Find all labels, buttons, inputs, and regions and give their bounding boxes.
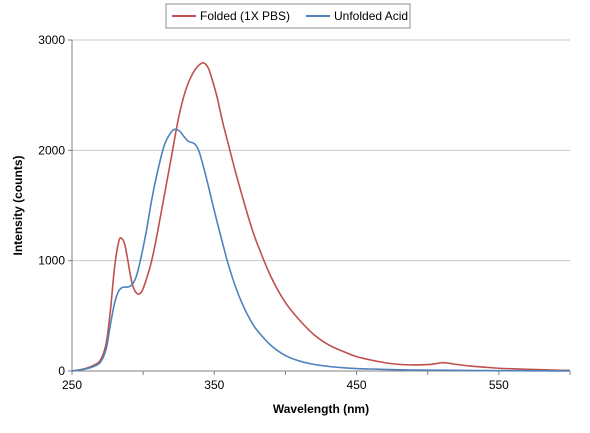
series-line-1 [71,128,571,372]
y-tick-label: 0 [58,364,65,378]
x-axis-label: Wavelength (nm) [273,402,369,416]
x-tick-label: 450 [347,378,367,392]
legend-label-0: Folded (1X PBS) [200,9,290,23]
x-tick-label: 250 [62,378,82,392]
series-lines [71,61,571,372]
x-tick-label: 550 [489,378,509,392]
y-tick-label: 2000 [38,143,65,157]
legend-label-1: Unfolded Acid [334,9,408,23]
legend: Folded (1X PBS) Unfolded Acid [165,3,411,29]
axes: 0 1000 2000 3000 250 350 450 550 [38,33,571,392]
legend-box [165,3,411,29]
y-tick-label: 1000 [38,254,65,268]
x-tick-label: 350 [204,378,224,392]
gridlines [72,39,570,262]
y-axis-label: Intensity (counts) [11,155,25,255]
y-tick-label: 3000 [38,33,65,47]
series-line-0 [71,61,571,372]
